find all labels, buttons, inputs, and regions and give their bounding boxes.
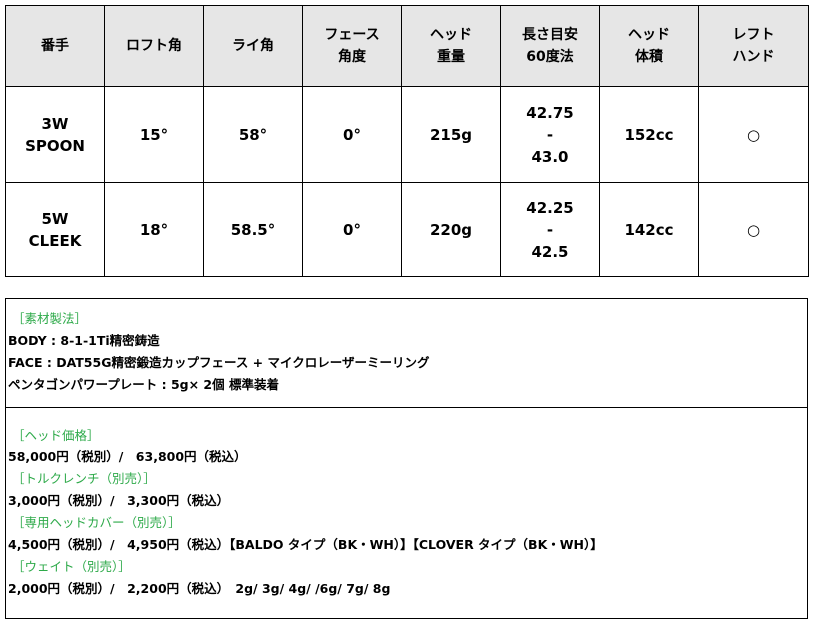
cell-volume: 152cc: [599, 86, 699, 183]
cell-length: 42.25 - 42.5: [500, 182, 600, 277]
club-number: 5W: [41, 209, 69, 228]
cell-lie: 58°: [203, 86, 303, 183]
header-volume-line-1: ヘッド: [628, 27, 670, 43]
club-name: CLEEK: [28, 231, 82, 250]
header-face-angle: フェース 角度: [302, 5, 402, 87]
cell-club: 5W CLEEK: [5, 182, 105, 277]
header-lie: ライ角: [203, 5, 303, 87]
price-heading: ［ヘッド価格］: [12, 428, 100, 443]
cell-loft: 15°: [104, 86, 204, 183]
length-min: 42.75: [526, 103, 574, 122]
header-head-weight-line-1: ヘッド: [430, 27, 472, 43]
cell-face: 0°: [302, 182, 402, 277]
header-face-angle-line-2: 角度: [338, 49, 366, 65]
cell-lie: 58.5°: [203, 182, 303, 277]
cell-loft: 18°: [104, 182, 204, 277]
header-length-line-2: 60度法: [526, 49, 574, 65]
cell-weight: 220g: [401, 182, 501, 277]
header-loft-text: ロフト角: [126, 38, 182, 54]
header-club-text: 番手: [41, 38, 69, 54]
header-left-hand-line-1: レフト: [732, 27, 775, 43]
table-header-row: 番手 ロフト角 ライ角 フェース 角度 ヘッド 重量 長さ目安 60度法 ヘッド 体積 …: [5, 5, 809, 87]
materials-line: FACE : DAT55G精密鍛造カップフェース + マイクロレーザーミーリング: [8, 355, 430, 370]
header-length: 長さ目安 60度法: [500, 5, 600, 87]
cell-left-hand: ○: [698, 182, 809, 277]
header-volume-line-2: 体積: [635, 49, 663, 65]
materials-heading: ［素材製法］: [12, 311, 88, 326]
price-line: 2,000円（税別）/ 2,200円（税込） 2g/ 3g/ 4g/ /6g/ …: [8, 581, 391, 596]
spec-table: 番手 ロフト角 ライ角 フェース 角度 ヘッド 重量 長さ目安 60度法 ヘッド 体積 …: [5, 5, 809, 277]
length-max: 42.5: [531, 242, 569, 261]
cell-volume: 142cc: [599, 182, 699, 277]
header-volume: ヘッド 体積: [599, 5, 699, 87]
price-heading: ［ウェイト（別売）］: [12, 559, 131, 574]
header-left-hand-line-2: ハンド: [732, 49, 775, 65]
cell-length: 42.75 - 43.0: [500, 86, 600, 183]
price-heading: ［トルクレンチ（別売）］: [12, 471, 156, 486]
length-min: 42.25: [526, 198, 574, 217]
materials-line: ペンタゴンパワープレート : 5g× 2個 標準装着: [8, 377, 279, 392]
price-line: 4,500円（税別）/ 4,950円（税込）【BALDO タイプ（BK・WH）】…: [8, 537, 603, 552]
header-length-line-1: 長さ目安: [522, 27, 578, 43]
header-loft: ロフト角: [104, 5, 204, 87]
price-heading: ［専用ヘッドカバー（別売）］: [12, 515, 181, 530]
length-separator: -: [546, 125, 554, 144]
header-lie-text: ライ角: [232, 38, 274, 54]
header-club: 番手: [5, 5, 105, 87]
materials-line: BODY : 8-1-1Ti精密鋳造: [8, 333, 160, 348]
header-head-weight: ヘッド 重量: [401, 5, 501, 87]
header-left-hand: レフト ハンド: [698, 5, 809, 87]
price-line: 3,000円（税別）/ 3,300円（税込）: [8, 493, 230, 508]
club-number: 3W: [41, 114, 69, 133]
length-separator: -: [546, 220, 554, 239]
cell-left-hand: ○: [698, 86, 809, 183]
cell-club: 3W SPOON: [5, 86, 105, 183]
table-row: 5W CLEEK 18° 58.5° 0° 220g 42.25 - 42.5 142…: [5, 182, 809, 277]
club-name: SPOON: [25, 136, 85, 155]
cell-weight: 215g: [401, 86, 501, 183]
cell-face: 0°: [302, 86, 402, 183]
price-line: 58,000円（税別）/ 63,800円（税込）: [8, 449, 247, 464]
length-max: 43.0: [531, 147, 569, 166]
header-face-angle-line-1: フェース: [324, 27, 380, 43]
header-head-weight-line-2: 重量: [437, 49, 465, 65]
table-row: 3W SPOON 15° 58° 0° 215g 42.75 - 43.0 152cc…: [5, 86, 809, 183]
materials-section: ［素材製法］ BODY : 8-1-1Ti精密鋳造 FACE : DAT55G精…: [6, 299, 807, 408]
info-box: ［素材製法］ BODY : 8-1-1Ti精密鋳造 FACE : DAT55G精…: [5, 298, 808, 619]
